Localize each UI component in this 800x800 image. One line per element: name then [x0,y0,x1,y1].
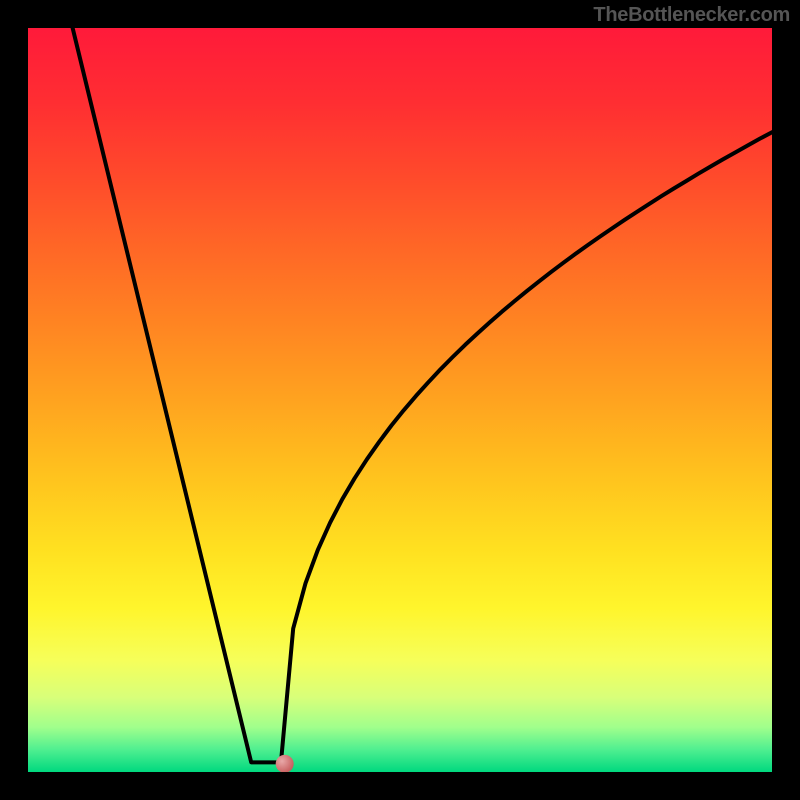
gradient-rect [28,28,772,772]
optimal-point-marker [276,755,294,772]
chart-container: TheBottlenecker.com [0,0,800,800]
watermark-text: TheBottlenecker.com [593,4,790,27]
plot-area [28,28,772,772]
gradient-background [28,28,772,772]
